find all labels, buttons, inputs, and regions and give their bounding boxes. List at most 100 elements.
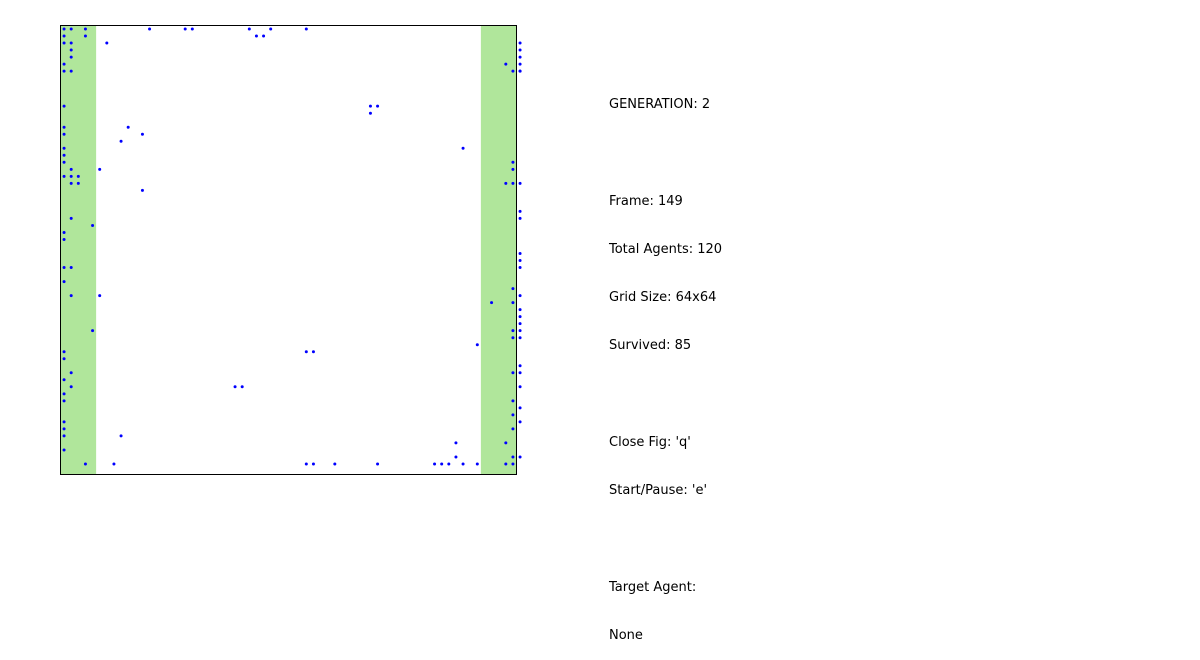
agent-dot: [69, 371, 73, 375]
agent-dot: [269, 27, 273, 31]
agent-dot: [62, 153, 66, 157]
agent-dot: [62, 230, 66, 234]
agent-dot: [518, 308, 522, 312]
generation-label: GENERATION: 2: [609, 97, 711, 112]
agent-dot: [140, 188, 144, 192]
agent-dot: [119, 434, 123, 438]
frame-counter: Frame: 149: [609, 194, 683, 209]
total-agents-count: Total Agents: 120: [609, 242, 723, 257]
agent-dot: [91, 329, 95, 333]
agent-dot: [62, 420, 66, 424]
start-pause-hint: Start/Pause: 'e': [609, 483, 708, 498]
safe-zone-right: [480, 25, 517, 475]
agent-dot: [98, 167, 102, 171]
agent-dot: [62, 434, 66, 438]
agent-dot: [112, 462, 116, 466]
agent-dot: [62, 62, 66, 66]
agent-dot: [247, 27, 251, 31]
agent-dot: [62, 160, 66, 164]
agent-dot: [62, 27, 66, 31]
agent-dot: [447, 462, 451, 466]
spacer: [609, 145, 722, 162]
agent-dot: [69, 216, 73, 220]
agent-dot: [518, 209, 522, 213]
agent-dot: [76, 174, 80, 178]
agent-dot: [76, 181, 80, 185]
agent-dot: [69, 41, 73, 45]
agent-dot: [454, 455, 458, 459]
agent-dot: [511, 181, 515, 185]
agent-dot: [69, 174, 73, 178]
agent-dot: [511, 462, 515, 466]
agent-dot: [83, 34, 87, 38]
agent-dot: [119, 139, 123, 143]
agent-dot: [518, 336, 522, 340]
agent-dot: [511, 413, 515, 417]
agent-dot: [518, 252, 522, 256]
agent-dot: [461, 146, 465, 150]
agent-dot: [511, 336, 515, 340]
agent-dot: [461, 462, 465, 466]
agent-dot: [62, 69, 66, 73]
agent-dot: [190, 27, 194, 31]
agent-dot: [475, 462, 479, 466]
agent-dot: [518, 364, 522, 368]
agent-dot: [518, 455, 522, 459]
agent-dot: [376, 462, 380, 466]
agent-dot: [69, 167, 73, 171]
agent-dot: [69, 27, 73, 31]
agent-dot: [62, 266, 66, 270]
agent-dot: [62, 237, 66, 241]
agent-dot: [518, 41, 522, 45]
agent-dot: [62, 174, 66, 178]
survived-count: Survived: 85: [609, 338, 692, 353]
agent-dot: [69, 294, 73, 298]
agent-dot: [69, 69, 73, 73]
agent-dot: [518, 62, 522, 66]
agent-dot: [69, 266, 73, 270]
agent-dot: [511, 399, 515, 403]
agent-dot: [233, 385, 237, 389]
agent-dot: [62, 350, 66, 354]
agent-dot: [518, 294, 522, 298]
agent-dot: [433, 462, 437, 466]
agent-dot: [140, 132, 144, 136]
agent-dot: [62, 448, 66, 452]
agent-dot: [304, 350, 308, 354]
agent-dot: [504, 62, 508, 66]
agent-dot: [518, 48, 522, 52]
agent-dot: [518, 385, 522, 389]
agent-dot: [62, 399, 66, 403]
agent-dot: [83, 27, 87, 31]
agent-dot: [62, 427, 66, 431]
agent-dot: [62, 34, 66, 38]
agent-dot: [262, 34, 266, 38]
agent-dot: [518, 322, 522, 326]
agent-dot: [69, 181, 73, 185]
agent-dot: [105, 41, 109, 45]
info-panel: GENERATION: 2 Frame: 149 Total Agents: 1…: [609, 65, 722, 660]
agent-dot: [518, 69, 522, 73]
agent-dot: [504, 441, 508, 445]
agent-dot: [518, 266, 522, 270]
agent-dot: [511, 371, 515, 375]
agent-dot: [376, 104, 380, 108]
agent-dot: [504, 181, 508, 185]
agent-dot: [475, 343, 479, 347]
agent-dot: [183, 27, 187, 31]
agent-dot: [62, 104, 66, 108]
agent-dot: [69, 55, 73, 59]
agent-dot: [304, 27, 308, 31]
agent-dot: [91, 223, 95, 227]
agent-dot: [62, 146, 66, 150]
agent-dot: [518, 329, 522, 333]
agent-dot: [518, 371, 522, 375]
agent-dot: [490, 301, 494, 305]
agent-dot: [518, 216, 522, 220]
target-agent-value: None: [609, 628, 643, 643]
safe-zones: [60, 25, 517, 475]
agent-dot: [511, 287, 515, 291]
agent-dot: [511, 69, 515, 73]
agent-dot: [304, 462, 308, 466]
agent-dot: [511, 160, 515, 164]
